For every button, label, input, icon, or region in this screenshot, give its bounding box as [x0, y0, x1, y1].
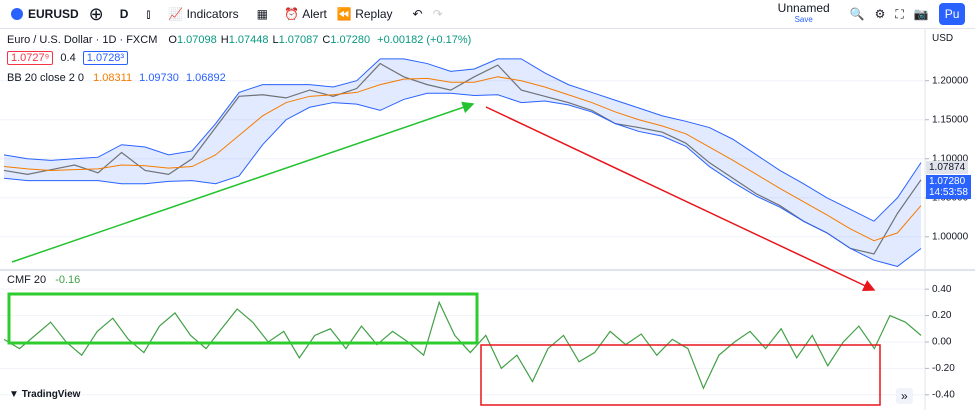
change: +0.00182 (+0.17%)	[377, 34, 472, 46]
cmf-value: -0.16	[55, 274, 81, 286]
ohlc-value: 1.07087	[278, 34, 319, 46]
layouts-button[interactable]: ▦	[256, 7, 268, 21]
bb-lower: 1.06892	[185, 72, 226, 84]
band-fill	[4, 58, 921, 267]
settings-button[interactable]: ⚙	[874, 7, 886, 21]
interval-button[interactable]: D	[119, 7, 129, 21]
watermark: ▼ TradingView	[9, 389, 81, 400]
y-tick-label: 1.10000	[932, 153, 969, 164]
compare-button[interactable]: ⊕	[88, 3, 104, 24]
ohlc-label: L	[272, 34, 279, 46]
search-button[interactable]: 🔍	[849, 7, 865, 21]
layout-name[interactable]: Unnamed Save	[777, 1, 830, 25]
fullscreen-button[interactable]: ⛶	[895, 6, 904, 21]
y-tick-label: 1.15000	[932, 114, 969, 125]
up-arrow	[11, 101, 475, 263]
bid[interactable]: 1.0727⁹	[7, 51, 54, 65]
y-tick-label: 0.00	[932, 337, 952, 348]
toolbar: EURUSD ⊕ D ⫾ 📈 Indicators ▦ ⏰ Alert ⏪ Re…	[0, 0, 975, 29]
replay-label: Replay	[355, 7, 393, 21]
ohlc-label: C	[322, 34, 331, 46]
symbol: EURUSD	[28, 7, 79, 21]
layout-status: Save	[794, 15, 813, 24]
ohlc: O1.07098 H1.07448 L1.07087 C1.07280	[168, 34, 374, 46]
bb-basis: 1.08311	[93, 72, 133, 84]
last-price: 1.07280	[929, 176, 966, 187]
bb-upper: 1.09730	[139, 72, 179, 84]
positive-cmf-box	[7, 292, 479, 345]
chart-area: 1.000001.050001.100001.150001.20000-0.40…	[0, 28, 975, 410]
last-price-tag: 1.07280 14:53:58	[926, 175, 971, 199]
y-tick-label: 0.20	[932, 310, 952, 321]
symbol-title: Euro / U.S. Dollar · 1D · FXCM	[7, 34, 158, 46]
bb-legend: BB 20 close 2 0 1.08311 1.09730 1.06892	[7, 72, 226, 84]
series-line	[3, 58, 922, 222]
currency: USD	[932, 33, 954, 44]
series-line	[3, 92, 922, 267]
y-tick-label: 0.40	[932, 284, 952, 295]
alert-label: Alert	[302, 7, 327, 21]
cmf-label: CMF 20	[7, 274, 47, 286]
ohlc-label: O	[168, 34, 177, 46]
y-tick-label: -0.20	[932, 363, 955, 374]
flag-icon	[11, 8, 23, 20]
negative-cmf-box	[480, 344, 881, 406]
undo-button[interactable]: ↶	[412, 7, 423, 21]
y-tick-label: 1.20000	[932, 75, 969, 86]
y-tick-label: -0.40	[932, 389, 955, 400]
redo-button[interactable]: ↷	[432, 7, 443, 21]
cmf-legend: CMF 20 -0.16	[7, 274, 80, 286]
symbol-button[interactable]: EURUSD	[10, 7, 79, 21]
bb-label: BB 20 close 2 0	[7, 72, 85, 84]
down-arrow	[485, 106, 876, 291]
countdown: 14:53:58	[929, 187, 968, 198]
watermark-text: TradingView	[21, 389, 81, 400]
indicators-label: Indicators	[186, 7, 239, 21]
series-line	[3, 76, 922, 242]
publish-button[interactable]: Pu	[938, 3, 966, 25]
quote-row: 1.0727⁹ 0.4 1.0728³	[7, 51, 129, 65]
layout-title: Unnamed	[777, 1, 830, 15]
series-line	[3, 62, 922, 255]
scroll-button[interactable]: »	[896, 388, 913, 404]
annotations	[7, 101, 881, 406]
previous-close-tag: 1.07874	[926, 161, 969, 174]
replay-button[interactable]: ⏪ Replay	[336, 7, 393, 21]
ohlc-value: 1.07098	[176, 34, 217, 46]
chart-type-button[interactable]: ⫾	[146, 6, 151, 21]
ohlc-value: 1.07448	[228, 34, 269, 46]
y-tick-label: 1.00000	[932, 231, 969, 242]
snapshot-button[interactable]: 📷	[913, 7, 929, 21]
ohlc-label: H	[220, 34, 229, 46]
ohlc-value: 1.07280	[330, 34, 371, 46]
indicators-button[interactable]: 📈 Indicators	[168, 7, 239, 21]
ask[interactable]: 1.0728³	[82, 51, 129, 65]
spread: 0.4	[60, 52, 76, 64]
legend-row: Euro / U.S. Dollar · 1D · FXCM O1.07098 H…	[7, 34, 471, 46]
alert-button[interactable]: ⏰ Alert	[283, 7, 327, 21]
